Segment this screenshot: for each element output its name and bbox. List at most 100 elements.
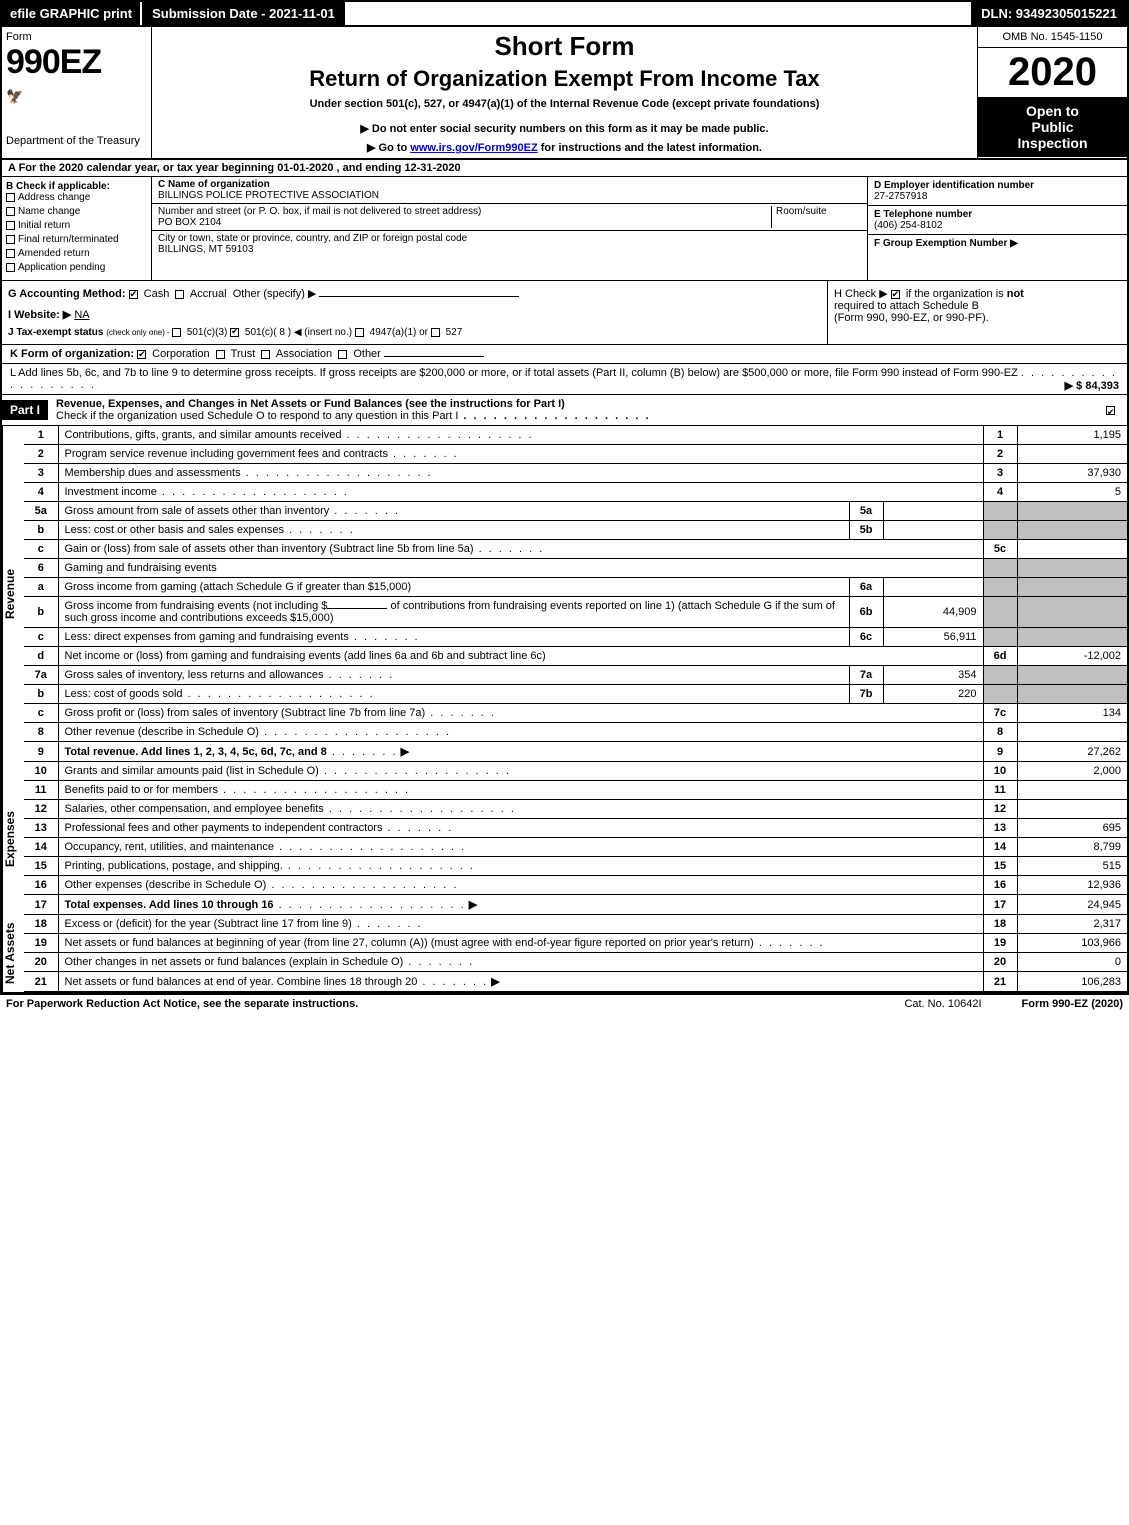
h-not: not — [1007, 288, 1024, 300]
address-change-label: Address change — [18, 192, 90, 203]
h-text4: (Form 990, 990-EZ, or 990-PF). — [834, 312, 989, 324]
final-return-checkbox[interactable] — [6, 235, 15, 244]
line-13: 13Professional fees and other payments t… — [24, 819, 1127, 838]
revenue-table: 1Contributions, gifts, grants, and simil… — [24, 426, 1127, 762]
line-6c: cLess: direct expenses from gaming and f… — [24, 628, 1127, 647]
other-specify-input[interactable] — [319, 296, 519, 297]
amended-return-checkbox[interactable] — [6, 249, 15, 258]
header-center: Short Form Return of Organization Exempt… — [152, 27, 977, 158]
paperwork-notice: For Paperwork Reduction Act Notice, see … — [6, 998, 864, 1010]
net-assets-side-label: Net Assets — [2, 915, 24, 992]
line-12: 12Salaries, other compensation, and empl… — [24, 800, 1127, 819]
line-7a: 7aGross sales of inventory, less returns… — [24, 666, 1127, 685]
section-b-checkboxes: B Check if applicable: Address change Na… — [2, 177, 152, 280]
application-pending-label: Application pending — [18, 262, 105, 273]
net-assets-section: Net Assets 18Excess or (deficit) for the… — [0, 915, 1129, 994]
j-small: (check only one) - — [106, 328, 172, 337]
city-value: BILLINGS, MT 59103 — [158, 244, 861, 255]
h-text2: if the organization is — [903, 288, 1007, 300]
header-left: Form 990EZ 🦅 Department of the Treasury — [2, 27, 152, 158]
application-pending-checkbox[interactable] — [6, 263, 15, 272]
open-line1: Open to — [1026, 103, 1079, 119]
501c-checkbox[interactable] — [230, 328, 239, 337]
cash-checkbox[interactable] — [129, 290, 138, 299]
corporation-checkbox[interactable] — [137, 350, 146, 359]
tel-value: (406) 254-8102 — [874, 220, 1121, 231]
open-line3: Inspection — [1017, 135, 1087, 151]
part1-title-text: Revenue, Expenses, and Changes in Net As… — [56, 398, 565, 410]
527-label: 527 — [446, 327, 463, 338]
d-ein-label: D Employer identification number — [874, 180, 1121, 191]
part1-badge: Part I — [2, 400, 48, 420]
page-footer: For Paperwork Reduction Act Notice, see … — [0, 994, 1129, 1013]
dots — [458, 410, 650, 422]
name-change-checkbox[interactable] — [6, 207, 15, 216]
c-name-label: C Name of organization — [158, 179, 861, 190]
4947-label: 4947(a)(1) or — [370, 327, 428, 338]
6b-contrib-input[interactable] — [327, 608, 387, 609]
expenses-section: Expenses 10Grants and similar amounts pa… — [0, 762, 1129, 915]
association-label: Association — [276, 348, 332, 360]
section-def: D Employer identification number 27-2757… — [867, 177, 1127, 280]
line-15: 15Printing, publications, postage, and s… — [24, 857, 1127, 876]
line-18: 18Excess or (deficit) for the year (Subt… — [24, 915, 1127, 934]
c-street-label: Number and street (or P. O. box, if mail… — [158, 206, 481, 217]
form-footer-label: Form 990-EZ (2020) — [1022, 998, 1123, 1010]
line-9: 9Total revenue. Add lines 1, 2, 3, 4, 5c… — [24, 742, 1127, 762]
catalog-number: Cat. No. 10642I — [864, 998, 1021, 1010]
line-17: 17Total expenses. Add lines 10 through 1… — [24, 895, 1127, 915]
b-label: B Check if applicable: — [6, 181, 147, 192]
line-2: 2Program service revenue including gover… — [24, 445, 1127, 464]
efile-print-button[interactable]: efile GRAPHIC print — [2, 2, 140, 25]
goto-link[interactable]: www.irs.gov/Form990EZ — [410, 142, 537, 154]
line-6a: aGross income from gaming (attach Schedu… — [24, 578, 1127, 597]
spacer — [345, 2, 971, 25]
line-21: 21Net assets or fund balances at end of … — [24, 972, 1127, 992]
omb-number: OMB No. 1545-1150 — [978, 27, 1127, 48]
address-change-checkbox[interactable] — [6, 193, 15, 202]
form-label: Form — [6, 31, 147, 43]
accrual-checkbox[interactable] — [175, 290, 184, 299]
open-to-public-badge: Open to Public Inspection — [978, 97, 1127, 157]
org-name: BILLINGS POLICE PROTECTIVE ASSOCIATION — [158, 190, 861, 201]
c-city-label: City or town, state or province, country… — [158, 233, 467, 244]
room-suite-label: Room/suite — [776, 206, 827, 217]
line-3: 3Membership dues and assessments337,930 — [24, 464, 1127, 483]
k-label: K Form of organization: — [10, 348, 134, 360]
line-5a: 5aGross amount from sale of assets other… — [24, 502, 1127, 521]
cash-label: Cash — [144, 288, 170, 300]
line-10: 10Grants and similar amounts paid (list … — [24, 762, 1127, 781]
part1-schedule-o-checkbox[interactable] — [1106, 406, 1115, 415]
section-k: K Form of organization: Corporation Trus… — [0, 345, 1129, 364]
row-a-tax-year: A For the 2020 calendar year, or tax yea… — [0, 160, 1129, 177]
line-14: 14Occupancy, rent, utilities, and mainte… — [24, 838, 1127, 857]
irs-seal-icon: 🦅 — [6, 88, 147, 105]
website-value: NA — [74, 309, 89, 321]
527-checkbox[interactable] — [431, 328, 440, 337]
form-number: 990EZ — [6, 43, 147, 82]
line-16: 16Other expenses (describe in Schedule O… — [24, 876, 1127, 895]
do-not-enter-text: ▶ Do not enter social security numbers o… — [160, 122, 969, 135]
trust-checkbox[interactable] — [216, 350, 225, 359]
part1-title: Revenue, Expenses, and Changes in Net As… — [48, 395, 1097, 425]
line-20: 20Other changes in net assets or fund ba… — [24, 953, 1127, 972]
initial-return-checkbox[interactable] — [6, 221, 15, 230]
501c3-checkbox[interactable] — [172, 328, 181, 337]
expenses-table: 10Grants and similar amounts paid (list … — [24, 762, 1127, 915]
line-1: 1Contributions, gifts, grants, and simil… — [24, 426, 1127, 445]
f-group-label: F Group Exemption Number ▶ — [874, 238, 1121, 249]
line-11: 11Benefits paid to or for members11 — [24, 781, 1127, 800]
amended-return-label: Amended return — [18, 248, 90, 259]
h-checkbox[interactable] — [891, 290, 900, 299]
other-specify-label: Other (specify) ▶ — [233, 288, 317, 300]
other-org-input[interactable] — [384, 356, 484, 357]
h-text3: required to attach Schedule B — [834, 300, 979, 312]
name-change-label: Name change — [18, 206, 80, 217]
4947-checkbox[interactable] — [355, 328, 364, 337]
line-8: 8Other revenue (describe in Schedule O)8 — [24, 723, 1127, 742]
association-checkbox[interactable] — [261, 350, 270, 359]
501c-label: 501(c)( 8 ) ◀ (insert no.) — [245, 327, 352, 338]
other-org-checkbox[interactable] — [338, 350, 347, 359]
gh-block: G Accounting Method: Cash Accrual Other … — [0, 281, 1129, 345]
bc-block: B Check if applicable: Address change Na… — [0, 177, 1129, 281]
